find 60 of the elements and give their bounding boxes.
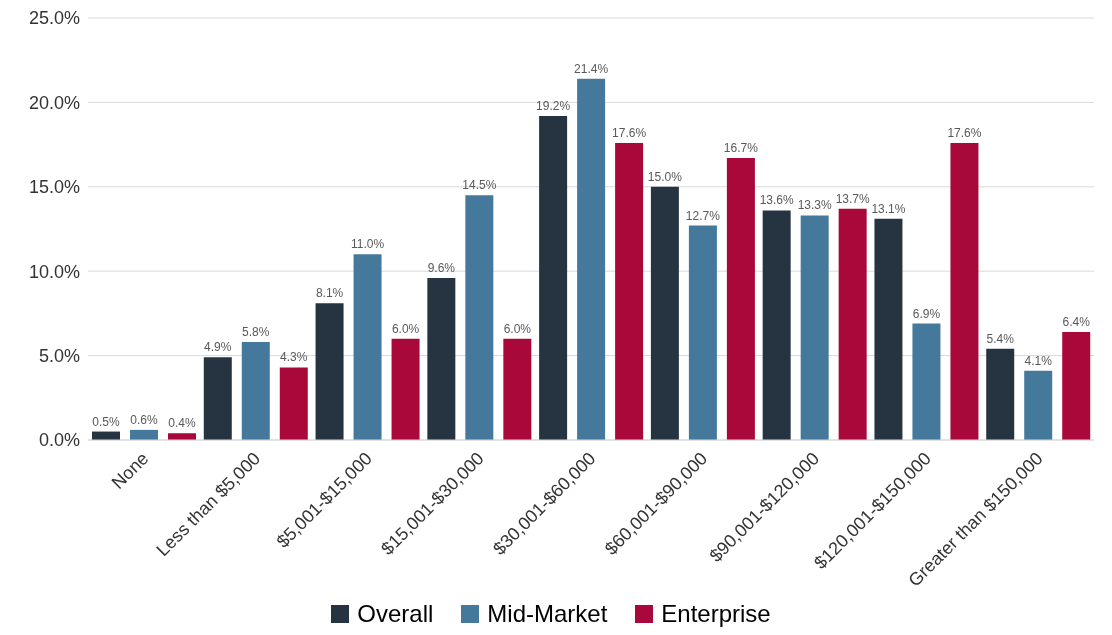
bar — [315, 303, 344, 440]
bar — [465, 195, 494, 440]
legend-label: Overall — [357, 600, 434, 628]
bar — [241, 342, 270, 440]
y-tick-label: 25.0% — [28, 8, 80, 29]
bar — [427, 277, 456, 440]
data-label: 17.6% — [612, 125, 647, 140]
bar — [912, 323, 941, 440]
y-tick-label: 15.0% — [28, 177, 80, 198]
data-label: 21.4% — [574, 61, 609, 76]
data-label: 0.5% — [92, 414, 120, 429]
bar — [800, 215, 829, 440]
data-label: 16.7% — [723, 141, 759, 156]
data-label: 6.0% — [503, 321, 532, 336]
bar — [1024, 370, 1053, 440]
bar — [688, 225, 717, 440]
data-label: 4.9% — [204, 340, 232, 355]
data-label: 5.4% — [986, 331, 1015, 346]
data-label: 13.3% — [797, 198, 833, 213]
data-label: 13.6% — [759, 193, 795, 208]
data-label: 0.6% — [130, 412, 158, 427]
bar — [391, 338, 420, 440]
data-label: 12.7% — [685, 208, 721, 223]
data-label: 9.6% — [427, 260, 456, 275]
bar — [838, 208, 867, 440]
data-label: 13.1% — [871, 201, 906, 216]
bar — [874, 218, 903, 440]
data-label: 4.3% — [280, 350, 308, 365]
bar — [726, 158, 755, 440]
data-label: 11.0% — [350, 237, 385, 252]
data-label: 6.0% — [391, 321, 420, 336]
data-label: 19.2% — [536, 98, 571, 113]
bar — [279, 367, 308, 440]
data-label: 6.4% — [1062, 314, 1091, 329]
bar — [203, 357, 232, 440]
bar — [615, 142, 644, 440]
bar — [650, 186, 679, 440]
y-tick-label: 20.0% — [28, 92, 80, 113]
bar — [762, 210, 791, 440]
data-label: 0.4% — [168, 416, 196, 431]
data-label: 4.1% — [1024, 353, 1053, 368]
data-label: 14.5% — [462, 178, 497, 193]
legend-label: Enterprise — [661, 600, 771, 628]
bar — [950, 142, 979, 440]
data-label: 6.9% — [912, 306, 941, 321]
bar — [986, 348, 1015, 440]
data-label: 5.8% — [242, 325, 270, 340]
data-label: 13.7% — [835, 191, 871, 206]
y-tick-label: 10.0% — [28, 261, 80, 282]
bar — [503, 338, 532, 440]
data-label: 8.1% — [315, 286, 344, 301]
y-tick-label: 5.0% — [38, 345, 80, 366]
bar — [577, 78, 606, 440]
bar — [1062, 331, 1091, 440]
bar — [353, 254, 382, 440]
legend-label: Mid-Market — [487, 600, 608, 628]
data-label: 17.6% — [947, 125, 982, 140]
y-tick-label: 0.0% — [38, 430, 80, 451]
bar — [539, 115, 568, 440]
data-label: 15.0% — [647, 169, 683, 184]
